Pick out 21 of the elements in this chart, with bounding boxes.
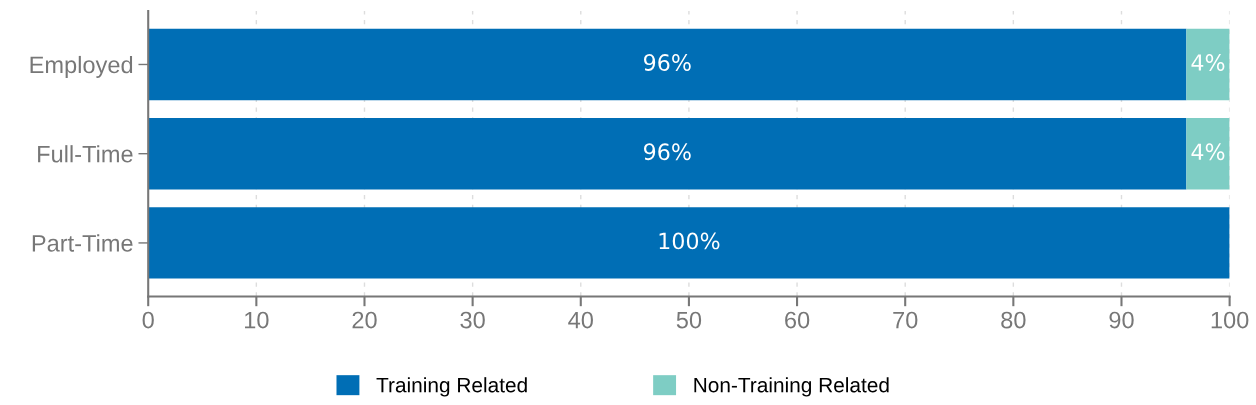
x-tick-label: 10 bbox=[245, 311, 269, 329]
y-tick-label: Full-Time bbox=[38, 145, 133, 163]
y-tick-label: Employed bbox=[30, 55, 133, 78]
x-tick-label: 100 bbox=[1211, 311, 1249, 329]
x-tick-label: 0 bbox=[142, 311, 154, 329]
data-label: 100% bbox=[659, 232, 720, 250]
x-tick-label: 70 bbox=[893, 311, 918, 329]
x-tick-label: 90 bbox=[1109, 311, 1134, 329]
data-label: 96% bbox=[643, 143, 691, 161]
x-tick-label: 80 bbox=[1001, 311, 1026, 329]
data-label: 96% bbox=[643, 54, 691, 71]
x-tick-label: 50 bbox=[676, 311, 702, 329]
x-tick-label: 30 bbox=[460, 311, 485, 329]
x-tick-label: 40 bbox=[568, 311, 593, 329]
legend-label: Training Related bbox=[376, 377, 527, 397]
data-label: 4% bbox=[1191, 54, 1225, 71]
legend-label: Non-Training Related bbox=[694, 377, 889, 397]
y-tick-label: Part-Time bbox=[32, 234, 133, 252]
x-tick-label: 60 bbox=[785, 311, 810, 329]
data-label: 4% bbox=[1191, 143, 1225, 161]
x-tick-label: 20 bbox=[352, 311, 377, 329]
